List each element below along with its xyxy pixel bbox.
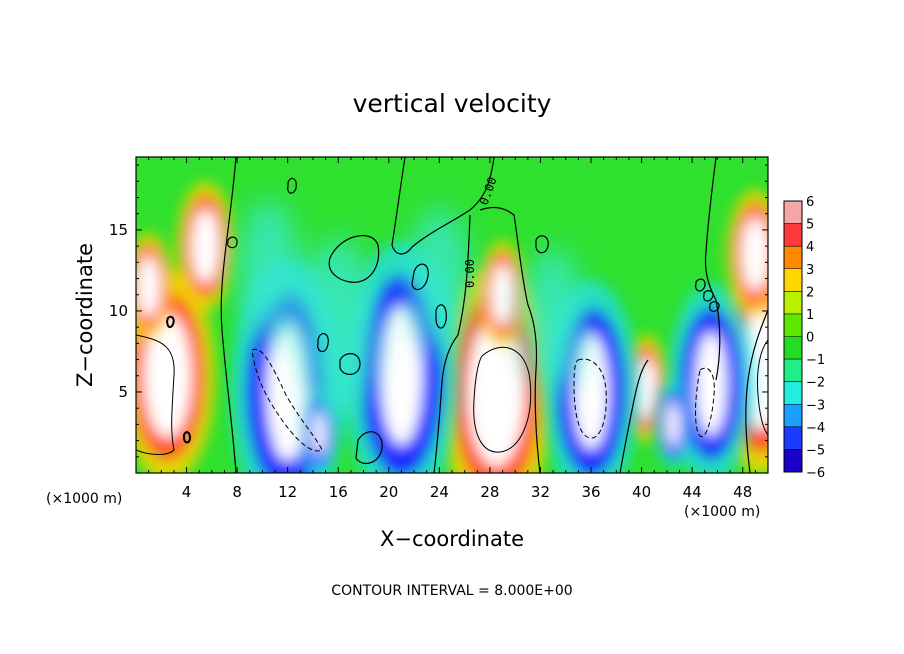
colorbar-swatch xyxy=(784,313,802,337)
updraft-core xyxy=(633,357,658,420)
colorbar-swatch xyxy=(784,426,802,450)
x-tick-label: 16 xyxy=(329,483,348,501)
updraft-core xyxy=(467,317,525,467)
closed-contour xyxy=(703,290,714,302)
colorbar-label: 5 xyxy=(806,218,814,233)
closed-contour xyxy=(287,177,297,194)
closed-contour xyxy=(435,304,447,329)
downdraft-core xyxy=(573,334,609,450)
chart-title: vertical velocity xyxy=(353,89,552,118)
zero-contour xyxy=(479,206,541,473)
x-axis-label: X−coordinate xyxy=(380,527,524,551)
zero-contour xyxy=(391,157,495,255)
zero-contour xyxy=(220,157,237,473)
contour-lines xyxy=(136,157,768,473)
downdraft-core xyxy=(312,409,327,456)
colorbar-swatch xyxy=(784,246,802,269)
colorbar-label: 0 xyxy=(806,331,814,346)
x-tick-label: 20 xyxy=(379,483,398,501)
y-tick-label: 10 xyxy=(109,302,128,320)
colorbar-label: −1 xyxy=(806,353,825,368)
x-tick-label: 32 xyxy=(531,483,550,501)
downdraft-core xyxy=(695,331,727,437)
colorbar-swatch xyxy=(784,404,802,427)
x-tick-label: 36 xyxy=(581,483,600,501)
closed-contour xyxy=(328,235,380,283)
closed-contour xyxy=(339,353,361,375)
colorbar-label: 6 xyxy=(806,195,814,210)
strong-downdraft-contour xyxy=(251,348,323,452)
colorbar: 6 5 4 3 2 1 0 −1 −2 −3 −4 −5 −6 xyxy=(783,195,825,481)
x-tick-label: 48 xyxy=(733,483,752,501)
colorbar-swatch xyxy=(784,449,802,472)
updraft-core xyxy=(490,263,515,326)
colorbar-label: −4 xyxy=(806,421,825,436)
updraft-core xyxy=(136,255,161,318)
weak-downdraft-region xyxy=(238,199,300,342)
colorbar-swatch xyxy=(784,268,802,292)
x-unit-right: (×1000 m) xyxy=(684,504,760,520)
colorbar-swatch xyxy=(784,359,802,382)
weak-downdraft-region xyxy=(522,247,584,391)
x-tick-label: 40 xyxy=(632,483,651,501)
downdraft-core xyxy=(266,322,309,462)
x-tick-label: 12 xyxy=(278,483,297,501)
updraft-core xyxy=(191,208,220,284)
plot-area: 0.00 0.00 xyxy=(136,157,768,473)
dark-contour xyxy=(183,431,192,444)
strong-downdraft-contour xyxy=(573,358,607,439)
colorbar-swatch xyxy=(784,201,802,224)
weak-downdraft-region xyxy=(409,207,470,350)
strong-updraft-contour xyxy=(136,334,175,455)
zero-contour xyxy=(433,214,471,473)
x-tick-label: 44 xyxy=(683,483,702,501)
closed-contour xyxy=(227,236,238,249)
colorbar-swatch xyxy=(784,381,802,405)
x-tick-label: 24 xyxy=(430,483,449,501)
contour-label: 0.00 xyxy=(463,259,477,288)
x-tick-label: 4 xyxy=(182,483,192,501)
x-tick-label: 8 xyxy=(232,483,242,501)
y-tick-label: 5 xyxy=(118,383,128,401)
colorbar-label: −5 xyxy=(806,443,825,458)
closed-contour xyxy=(411,263,429,291)
closed-contour xyxy=(695,278,706,292)
zero-contour xyxy=(704,157,721,381)
zero-contour xyxy=(745,309,768,473)
strong-updraft-contour xyxy=(757,339,768,436)
downdraft-core xyxy=(666,401,681,448)
dark-contour xyxy=(166,315,175,328)
colorbar-swatch xyxy=(784,223,802,247)
colorbar-label: 2 xyxy=(806,285,814,300)
closed-contour xyxy=(355,431,383,465)
y-axis: 5 10 15 xyxy=(109,164,768,458)
x-axis: 4 8 12 16 20 24 28 32 36 40 44 48 xyxy=(148,157,756,501)
colorbar-swatch xyxy=(784,336,802,360)
x-tick-label: 28 xyxy=(480,483,499,501)
updraft-core xyxy=(741,216,768,292)
weak-downdraft-region xyxy=(300,238,377,417)
colorbar-label: 3 xyxy=(806,263,814,278)
colorbar-label: −3 xyxy=(806,398,825,413)
x-unit-left: (×1000 m) xyxy=(46,491,122,507)
y-axis-label: Z−coordinate xyxy=(73,243,97,387)
colorbar-label: 1 xyxy=(806,308,814,323)
updraft-core xyxy=(143,313,192,439)
closed-contour xyxy=(317,333,329,353)
colorbar-label: 4 xyxy=(806,240,814,255)
colorbar-label: −2 xyxy=(806,376,825,391)
contour-interval-note: CONTOUR INTERVAL = 8.000E+00 xyxy=(331,583,572,599)
zero-contour xyxy=(619,359,649,473)
closed-contour xyxy=(709,301,720,312)
downdraft-core xyxy=(380,306,423,446)
colorbar-label: −6 xyxy=(806,466,825,481)
y-tick-label: 15 xyxy=(109,221,128,239)
strong-updraft-contour xyxy=(473,346,532,453)
colorbar-swatch xyxy=(784,291,802,314)
closed-contour xyxy=(535,235,549,254)
